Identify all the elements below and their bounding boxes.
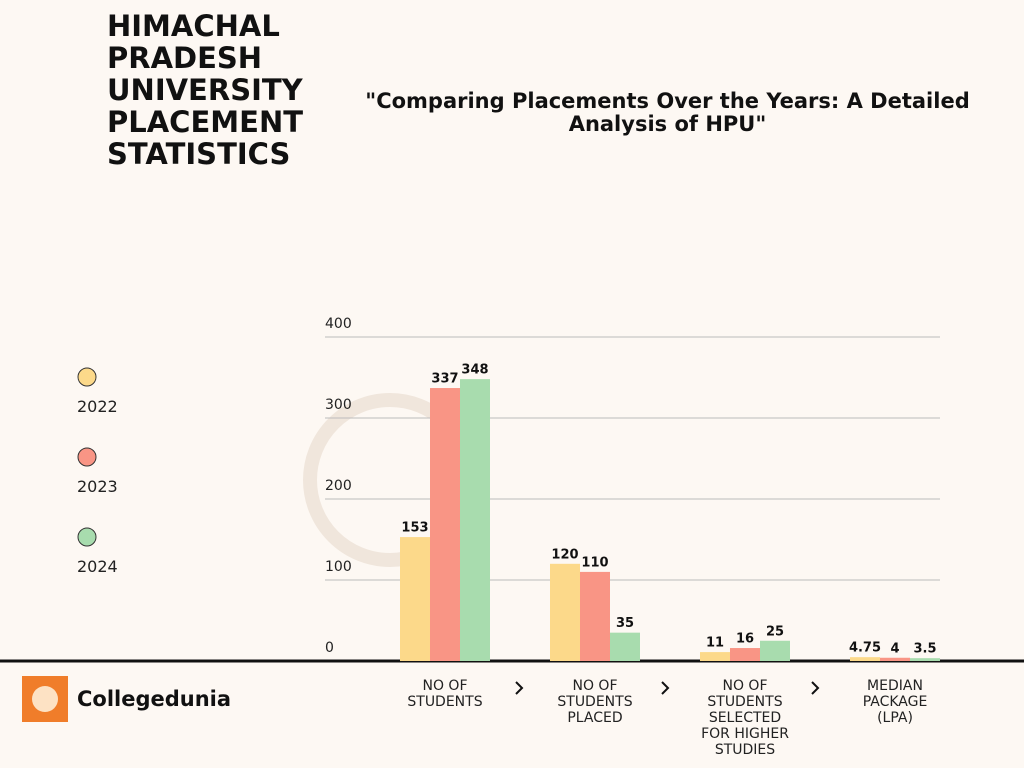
- value-label: 4: [890, 641, 899, 656]
- bar: [580, 571, 610, 661]
- legend-label: 2024: [77, 557, 118, 576]
- bar: [400, 537, 430, 661]
- value-label: 4.75: [849, 641, 881, 656]
- value-label: 110: [581, 555, 608, 570]
- y-tick-label: 200: [325, 478, 352, 494]
- y-tick-label: 400: [325, 316, 352, 332]
- legend-swatch: [77, 527, 97, 547]
- bar: [550, 563, 580, 661]
- bar: [430, 388, 460, 661]
- legend-label: 2023: [77, 477, 118, 496]
- bar: [610, 632, 640, 661]
- value-label: 120: [551, 547, 578, 562]
- x-tick-label: NO OF STUDENTS: [407, 678, 483, 710]
- bar: [910, 658, 940, 661]
- value-label: 25: [766, 624, 784, 639]
- value-label: 35: [616, 616, 634, 631]
- x-tick-label: NO OF STUDENTS SELECTED FOR HIGHER STUDI…: [701, 678, 789, 758]
- chevron: [811, 681, 820, 695]
- bar: [880, 657, 910, 661]
- chevron: [515, 681, 524, 695]
- legend-swatch: [77, 367, 97, 387]
- bar: [700, 652, 730, 661]
- chart-subtitle: "Comparing Placements Over the Years: A …: [365, 89, 970, 136]
- value-label: 11: [706, 636, 724, 651]
- chart-title: HIMACHAL PRADESH UNIVERSITY PLACEMENT ST…: [107, 9, 303, 171]
- legend-swatch: [77, 447, 97, 467]
- value-label: 348: [461, 363, 488, 378]
- x-tick-label: NO OF STUDENTS PLACED: [557, 678, 633, 726]
- x-tick-label: MEDIAN PACKAGE (LPA): [862, 678, 928, 726]
- bar: [760, 640, 790, 661]
- value-label: 16: [736, 632, 754, 647]
- brand-logo-face: [32, 686, 58, 712]
- y-tick-label: 0: [325, 640, 334, 656]
- value-label: 3.5: [913, 642, 936, 657]
- value-label: 153: [401, 521, 428, 536]
- legend-label: 2022: [77, 397, 118, 416]
- brand-name: Collegedunia: [77, 687, 232, 711]
- y-tick-label: 300: [325, 397, 352, 413]
- value-label: 337: [431, 372, 458, 387]
- bar: [730, 648, 760, 661]
- y-tick-label: 100: [325, 559, 352, 575]
- chevron: [661, 681, 670, 695]
- bar: [460, 379, 490, 661]
- bar: [850, 657, 880, 661]
